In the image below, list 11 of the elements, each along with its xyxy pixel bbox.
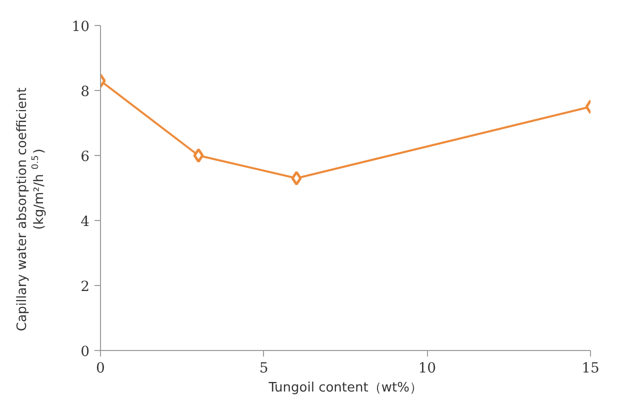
- y-tick-label: 4: [80, 214, 90, 230]
- x-tick-label: 15: [582, 360, 600, 376]
- x-tick-label: 10: [418, 360, 436, 376]
- y-tick-label: 8: [80, 84, 90, 100]
- y-tick-label: 10: [72, 19, 90, 35]
- y-tick-label: 0: [80, 344, 90, 360]
- x-tick-label: 0: [96, 360, 105, 376]
- x-tick-label: 5: [259, 360, 268, 376]
- y-tick-label: 6: [80, 149, 90, 165]
- y-tick-label: 2: [80, 279, 90, 295]
- x-axis-title: Tungoil content（wt%）: [268, 380, 422, 396]
